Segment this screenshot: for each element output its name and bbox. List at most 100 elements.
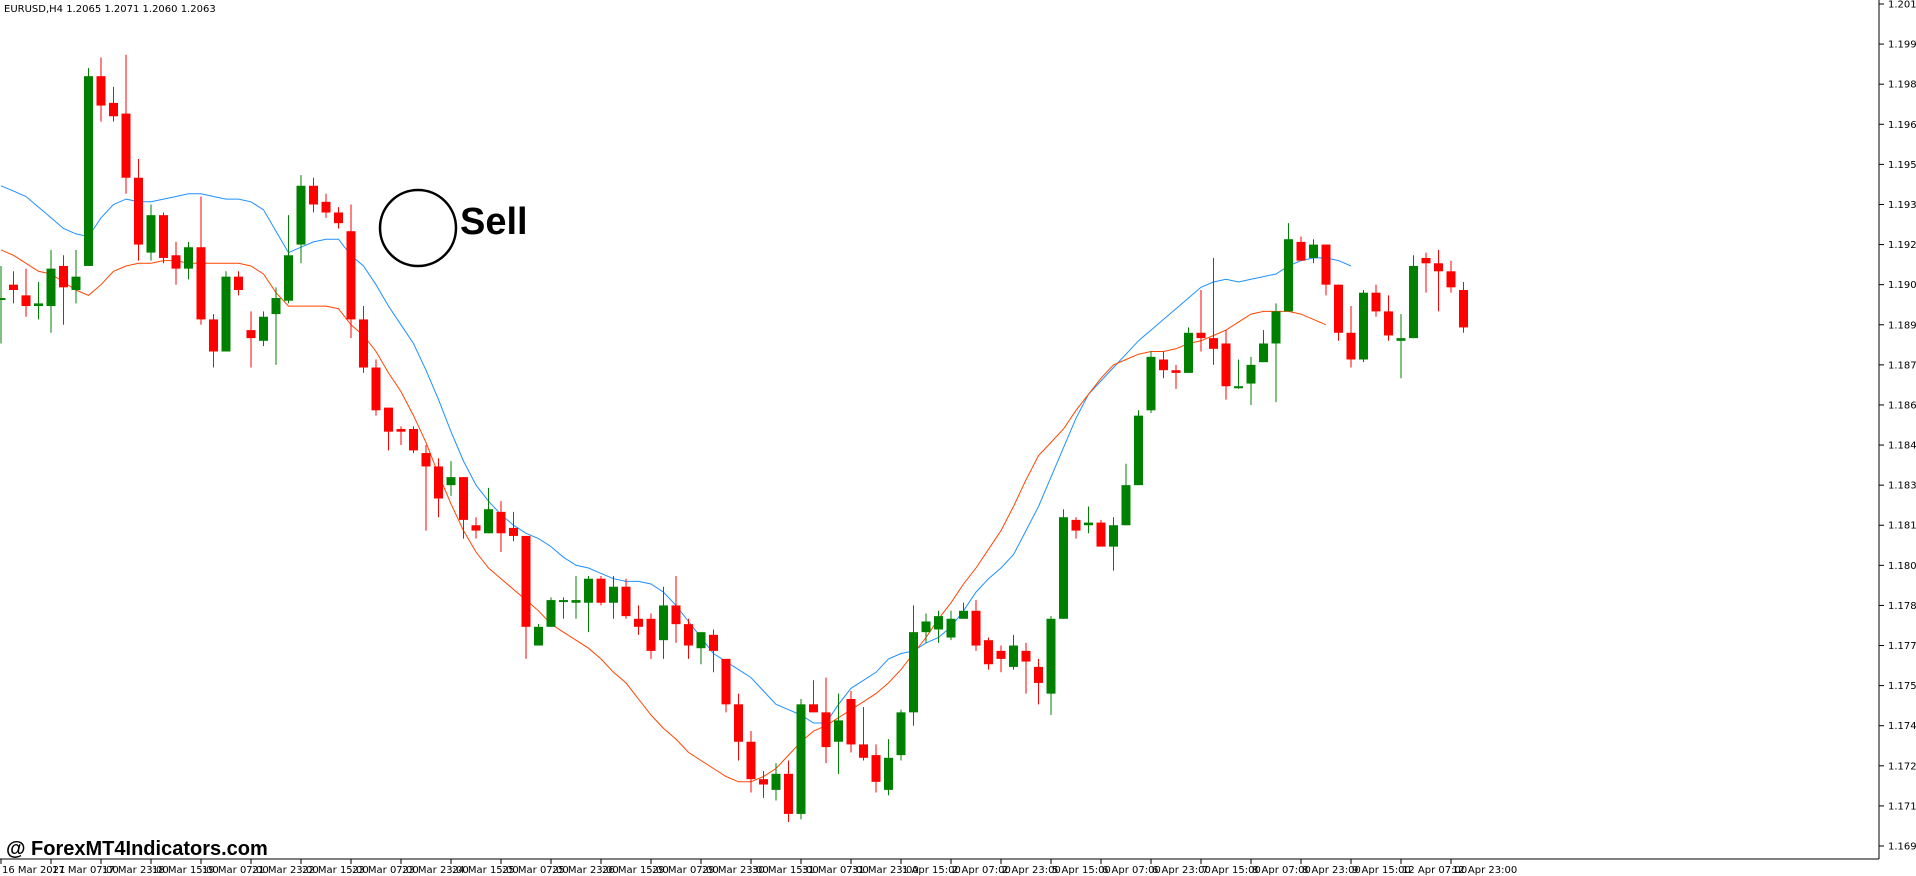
candle-body xyxy=(934,616,943,630)
candle-body xyxy=(334,212,343,224)
candle-body xyxy=(146,215,156,253)
price-tick-label: 1.1875 xyxy=(1888,360,1916,371)
candle xyxy=(496,501,506,552)
candle xyxy=(809,680,818,713)
candle xyxy=(121,54,131,194)
candle-body xyxy=(659,605,668,641)
price-tick-label: 1.1995 xyxy=(1888,40,1916,51)
candle xyxy=(959,602,968,619)
candle xyxy=(534,624,543,646)
candle xyxy=(209,314,218,368)
candle-body xyxy=(546,600,556,627)
candle xyxy=(434,458,443,518)
candle xyxy=(946,610,956,641)
candle-body xyxy=(809,704,818,713)
candle xyxy=(1221,330,1231,400)
candle-body xyxy=(1259,343,1268,363)
candle xyxy=(1271,303,1281,403)
candle-body xyxy=(1246,364,1256,384)
candle-body xyxy=(296,185,306,245)
candle xyxy=(871,744,881,793)
candle xyxy=(721,658,731,713)
candle-body xyxy=(1034,666,1043,683)
candle xyxy=(796,698,806,820)
candle xyxy=(1034,658,1043,705)
price-axis: 1.2010 1.1995 1.1980 1.1965 1.1950 1.1935 1.19… xyxy=(1879,0,1916,853)
signal-circle xyxy=(378,188,458,268)
candle xyxy=(859,707,868,761)
candle xyxy=(771,763,781,801)
candle-body xyxy=(834,720,843,742)
candle-body xyxy=(609,586,618,603)
time-tick-label: 21 Mar 23:00 xyxy=(252,865,319,876)
candle-body xyxy=(559,600,568,603)
candle-body xyxy=(646,618,656,651)
candle xyxy=(0,265,6,344)
candle xyxy=(71,249,81,304)
price-tick-label: 1.1950 xyxy=(1888,160,1916,171)
price-tick-label: 1.2010 xyxy=(1888,0,1916,11)
candle-body xyxy=(1109,525,1118,547)
candle-body xyxy=(234,276,243,291)
time-tick-label: 16 Mar 2021 xyxy=(2,865,65,876)
candle-body xyxy=(1396,338,1406,341)
time-tick-label: 26 Mar 15:00 xyxy=(602,865,669,876)
candle xyxy=(1171,364,1181,389)
candle-body xyxy=(1021,650,1031,662)
price-tick-label: 1.1740 xyxy=(1888,721,1916,732)
candle xyxy=(421,445,431,531)
candle-body xyxy=(1421,257,1431,264)
candle xyxy=(884,739,893,796)
price-tick-label: 1.1785 xyxy=(1888,601,1916,612)
time-tick-label: 23 Mar 07:00 xyxy=(352,865,419,876)
candle-body xyxy=(59,265,68,288)
sell-signal-annotation: Sell xyxy=(378,188,528,268)
time-tick-label: 31 Mar 07:00 xyxy=(802,865,869,876)
candle-body xyxy=(284,255,293,301)
candle xyxy=(246,311,256,368)
candle-body xyxy=(459,477,468,520)
candle-body xyxy=(0,298,6,301)
candle xyxy=(171,241,181,285)
candle-body xyxy=(246,330,256,339)
candle-body xyxy=(384,407,393,432)
candle xyxy=(1209,257,1218,365)
candle xyxy=(896,709,906,761)
time-tick-label: 5 Apr 15:00 xyxy=(1052,865,1111,876)
candle xyxy=(1359,290,1368,363)
candle-body xyxy=(471,525,481,531)
price-tick-label: 1.1770 xyxy=(1888,641,1916,652)
candle xyxy=(459,477,468,539)
candle-body xyxy=(1184,332,1193,373)
candle-body xyxy=(34,303,43,307)
time-tick-label: 12 Apr 23:00 xyxy=(1452,865,1517,876)
time-tick-label: 25 Mar 07:00 xyxy=(502,865,569,876)
candle xyxy=(59,255,68,325)
candle-body xyxy=(159,215,168,258)
candle-body xyxy=(696,632,706,649)
candle xyxy=(196,196,206,325)
candle xyxy=(259,311,268,347)
candle-body xyxy=(1196,332,1206,339)
price-tick-label: 1.1980 xyxy=(1888,80,1916,91)
candle xyxy=(109,86,118,122)
candle xyxy=(184,241,193,280)
candle-body xyxy=(1009,645,1018,667)
candle-body xyxy=(1321,244,1331,285)
candle-body xyxy=(709,634,718,651)
candle-body xyxy=(346,231,356,320)
candle xyxy=(1159,351,1168,379)
candle-body xyxy=(1409,265,1418,339)
candle xyxy=(309,177,318,213)
candle xyxy=(1234,359,1243,389)
price-tick-label: 1.1725 xyxy=(1888,761,1916,772)
price-tick-label: 1.1815 xyxy=(1888,521,1916,532)
candle xyxy=(334,207,343,229)
candle xyxy=(1384,295,1393,341)
candle xyxy=(909,605,918,726)
candle-body xyxy=(734,704,743,742)
candle xyxy=(971,600,981,651)
candle-body xyxy=(684,624,693,646)
candle-body xyxy=(171,255,181,269)
